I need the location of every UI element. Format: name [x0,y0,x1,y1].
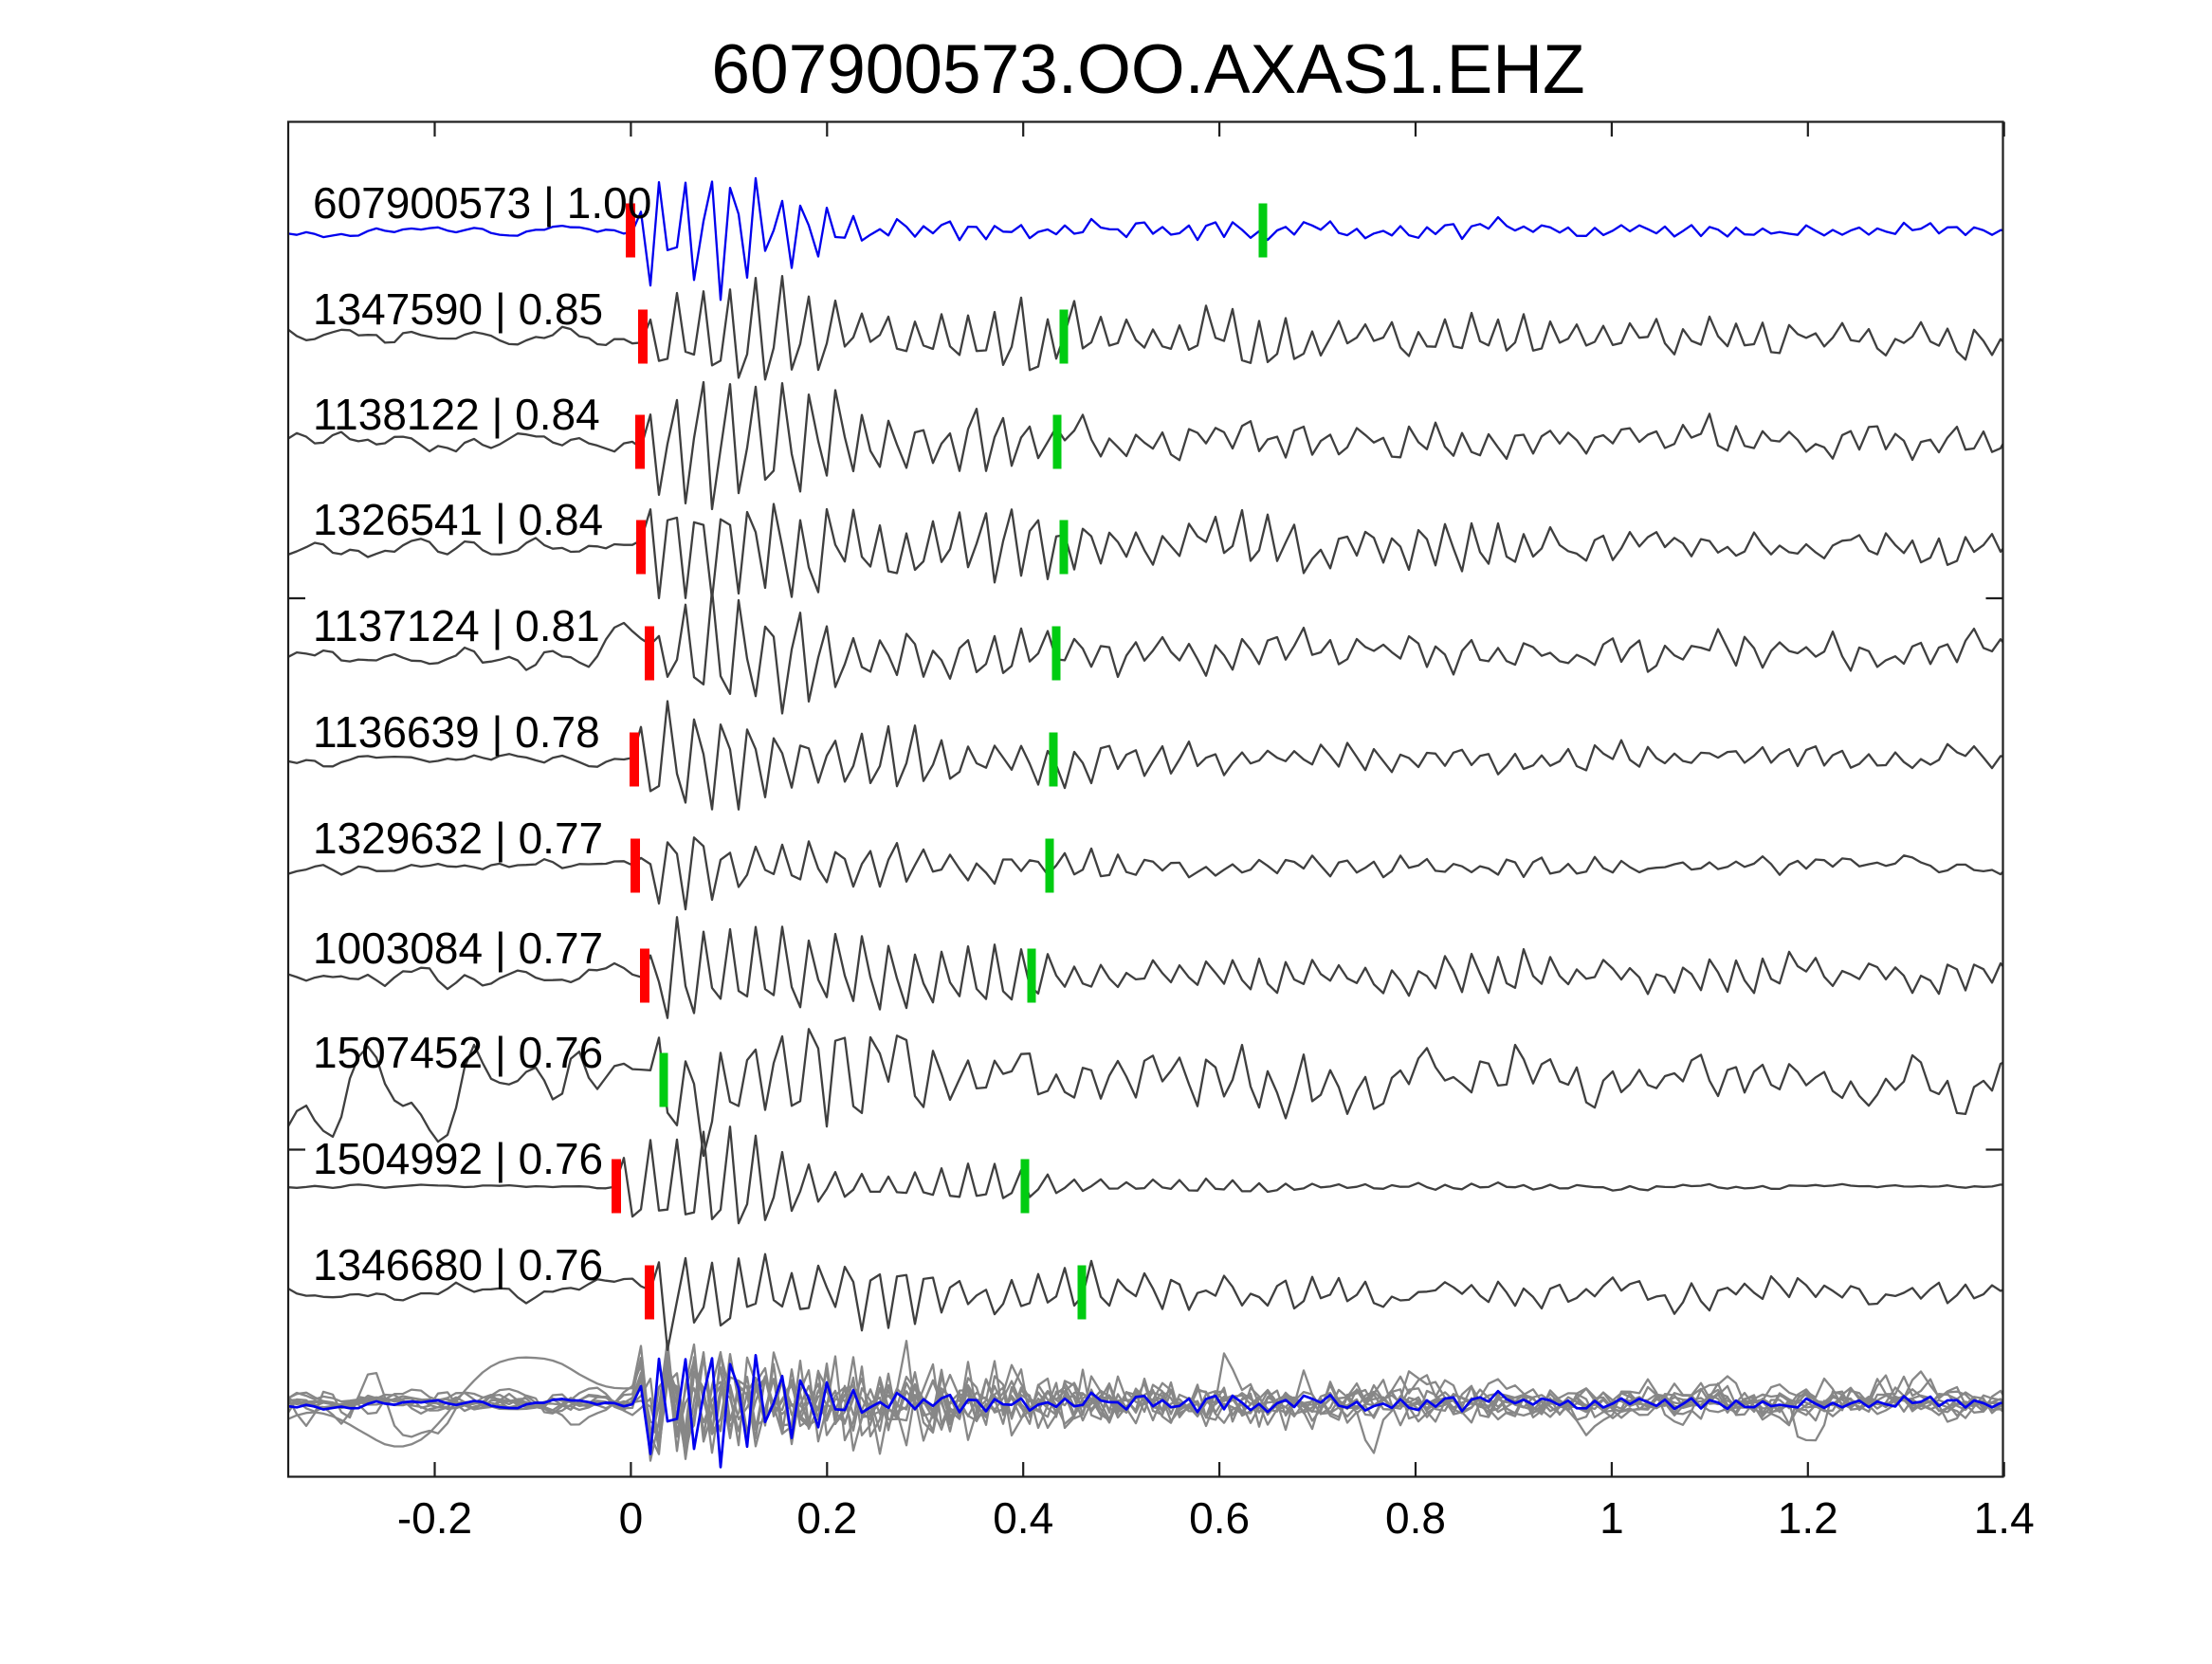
svg-text:0: 0 [619,1493,644,1543]
svg-text:1003084 | 0.77: 1003084 | 0.77 [313,923,603,973]
svg-text:1.4: 1.4 [1974,1493,2035,1543]
svg-text:1: 1 [1600,1493,1624,1543]
svg-text:1347590 | 0.85: 1347590 | 0.85 [313,284,603,334]
svg-text:-0.2: -0.2 [397,1493,472,1543]
svg-text:1138122 | 0.84: 1138122 | 0.84 [313,390,600,439]
svg-text:607900573 | 1.00: 607900573 | 1.00 [313,178,651,228]
svg-text:607900573.OO.AXAS1.EHZ: 607900573.OO.AXAS1.EHZ [711,31,1584,108]
svg-text:1136639 | 0.78: 1136639 | 0.78 [313,707,600,757]
svg-text:1137124 | 0.81: 1137124 | 0.81 [313,601,600,650]
svg-text:1329632 | 0.77: 1329632 | 0.77 [313,814,603,863]
svg-text:1346680 | 0.76: 1346680 | 0.76 [313,1240,603,1289]
svg-text:0.4: 0.4 [993,1493,1053,1543]
svg-text:1504992 | 0.76: 1504992 | 0.76 [313,1134,603,1183]
svg-text:0.2: 0.2 [796,1493,857,1543]
svg-text:0.8: 0.8 [1385,1493,1446,1543]
svg-text:1326541 | 0.84: 1326541 | 0.84 [313,495,603,544]
svg-text:0.6: 0.6 [1189,1493,1250,1543]
svg-text:1.2: 1.2 [1778,1493,1838,1543]
svg-text:1507452 | 0.76: 1507452 | 0.76 [313,1028,603,1077]
